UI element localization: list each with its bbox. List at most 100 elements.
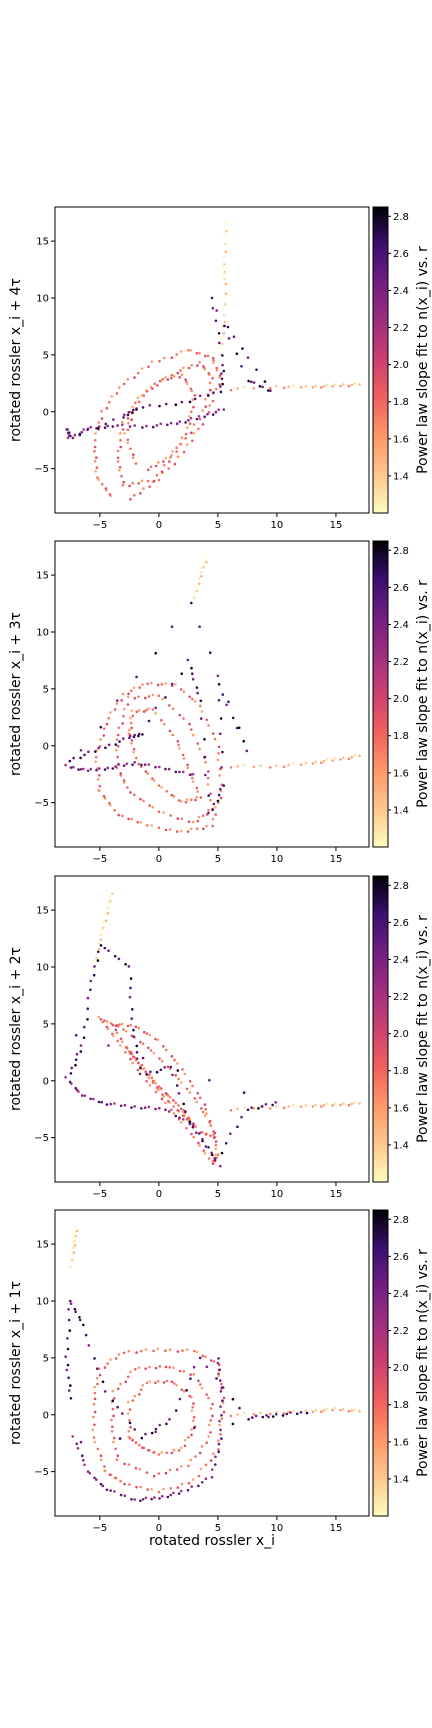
scatter-point — [140, 1436, 144, 1440]
scatter-point — [222, 1396, 226, 1400]
scatter-point — [218, 1423, 221, 1427]
scatter-point — [189, 827, 193, 831]
scatter-point — [219, 732, 222, 736]
scatter-point — [192, 432, 196, 435]
scatter-point — [79, 768, 83, 771]
scatter-point — [210, 1468, 214, 1471]
scatter-point — [195, 796, 198, 799]
colorbar-tick-label: 2.0 — [393, 1029, 409, 1040]
scatter-point — [175, 1383, 178, 1387]
scatter-point — [211, 306, 215, 310]
colorbar-label-3: Power law slope fit to n(x_i) vs. r — [415, 915, 431, 1143]
scatter-point — [154, 1366, 158, 1370]
x-tick-label: 10 — [271, 520, 284, 531]
scatter-point — [171, 733, 174, 737]
scatter-point — [164, 682, 167, 685]
scatter-point — [243, 385, 246, 389]
scatter-point — [215, 387, 218, 391]
scatter-point — [75, 1442, 79, 1446]
colorbar-tick-label: 1.4 — [393, 1474, 409, 1485]
scatter-point — [168, 1468, 172, 1472]
scatter-point — [325, 758, 329, 761]
scatter-point — [89, 767, 93, 771]
scatter-point — [216, 1361, 220, 1365]
scatter-point — [121, 722, 124, 725]
scatter-point — [97, 478, 100, 482]
scatter-point — [112, 1436, 116, 1440]
scatter-point — [322, 759, 326, 763]
scatter-point — [144, 1432, 147, 1436]
scatter-point — [191, 820, 195, 824]
scatter-point — [177, 743, 180, 747]
scatter-point — [217, 1448, 220, 1451]
scatter-point — [66, 1347, 70, 1351]
scatter-point — [141, 1067, 144, 1071]
scatter-point — [118, 740, 121, 743]
scatter-point — [69, 1072, 73, 1075]
scatter-point — [209, 1359, 213, 1362]
scatter-point — [191, 672, 194, 675]
scatter-point — [154, 1090, 158, 1094]
scatter-point — [74, 1234, 77, 1238]
scatter-point — [115, 392, 119, 395]
scatter-point — [79, 1050, 83, 1053]
scatter-point — [264, 1103, 268, 1106]
scatter-point — [214, 1455, 217, 1459]
scatter-point — [199, 567, 203, 570]
scatter-point — [202, 565, 205, 569]
scatter-point — [126, 428, 130, 432]
scatter-point — [215, 309, 218, 312]
scatter-point — [204, 1107, 207, 1111]
scatter-point — [190, 798, 193, 802]
scatter-point — [350, 1409, 354, 1412]
scatter-point — [166, 1495, 170, 1499]
scatter-point — [128, 1419, 131, 1422]
scatter-point — [223, 263, 226, 266]
scatter-point — [220, 1417, 224, 1420]
scatter-point — [135, 1351, 138, 1354]
scatter-point — [195, 1131, 198, 1134]
scatter-point — [204, 1355, 207, 1358]
scatter-point — [166, 378, 170, 381]
y-tick-label: 0 — [43, 1076, 49, 1087]
scatter-point — [114, 1447, 117, 1451]
scatter-point — [188, 695, 191, 699]
scatter-point — [205, 1112, 208, 1115]
scatter-point — [184, 432, 188, 436]
scatter-point — [170, 1380, 174, 1384]
scatter-point — [209, 1419, 213, 1422]
scatter-point — [95, 768, 98, 772]
scatter-point — [113, 1490, 116, 1493]
scatter-point — [192, 1373, 195, 1376]
scatter-point — [222, 784, 226, 787]
scatter-point — [68, 759, 72, 763]
scatter-point — [146, 772, 149, 775]
scatter-point — [162, 463, 166, 467]
scatter-point — [86, 428, 89, 432]
scatter-point — [77, 768, 80, 771]
scatter-point — [259, 764, 262, 767]
scatter-point — [122, 764, 126, 767]
scatter-point — [216, 1153, 220, 1156]
scatter-point — [347, 757, 351, 761]
scatter-point — [112, 418, 115, 421]
scatter-point — [103, 1390, 107, 1393]
scatter-point — [154, 1430, 157, 1434]
scatter-point — [66, 1337, 69, 1340]
scatter-point — [128, 1050, 131, 1053]
scatter-point — [189, 416, 193, 420]
scatter-point — [203, 415, 206, 419]
scatter-point — [314, 1409, 318, 1412]
scatter-point — [211, 732, 215, 735]
scatter-point — [100, 417, 104, 420]
scatter-point — [123, 781, 126, 784]
scatter-point — [192, 1419, 195, 1423]
scatter-point — [128, 734, 132, 738]
scatter-point — [197, 415, 201, 418]
scatter-point — [101, 1484, 105, 1488]
scatter-point — [188, 722, 191, 726]
scatter-point — [184, 421, 187, 424]
scatter-point — [202, 827, 205, 831]
scatter-point — [217, 1442, 221, 1446]
scatter-point — [350, 383, 354, 387]
